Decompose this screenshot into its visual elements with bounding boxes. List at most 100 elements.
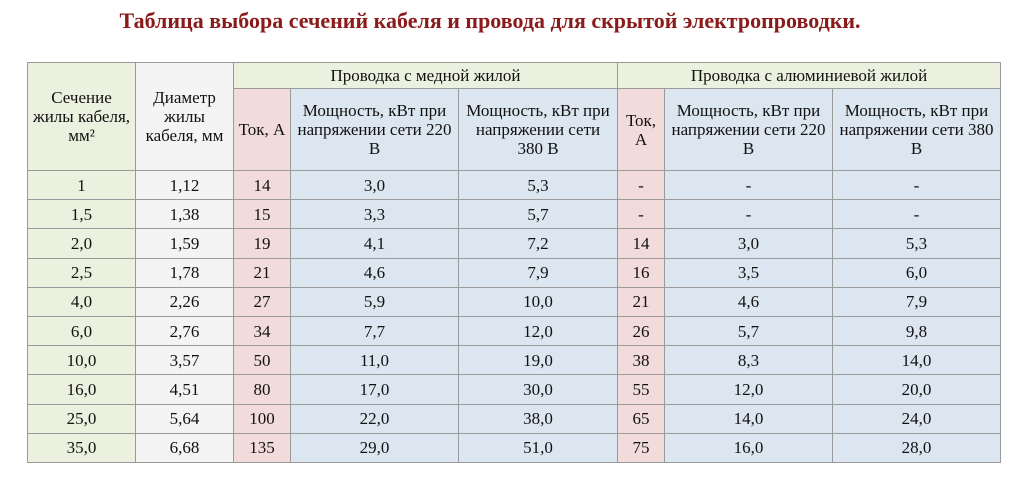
- table-cell: 3,57: [135, 345, 234, 376]
- column-header: Диаметр жилы кабеля, мм: [135, 62, 234, 171]
- table-cell: 4,51: [135, 374, 234, 405]
- table-cell: 80: [233, 374, 291, 405]
- data-row: 6,0 2,76 34 7,7 12,0 26 5,7 9,8: [27, 315, 1001, 347]
- table-cell: 65: [617, 403, 665, 434]
- table-cell: 1,78: [135, 257, 234, 288]
- data-row: 2,0 1,59 19 4,1 7,2 14 3,0 5,3: [27, 228, 1001, 259]
- table-cell: -: [664, 199, 833, 230]
- table-cell: 4,6: [664, 286, 833, 317]
- data-row: 4,0 2,26 27 5,9 10,0 21 4,6 7,9: [27, 286, 1001, 317]
- data-row: 1 1,12 14 3,0 5,3- - -: [27, 169, 1001, 201]
- table-cell: 19: [233, 228, 291, 259]
- column-header: Мощность, кВт при напряжении сети 380 В: [832, 88, 1001, 171]
- table-cell: 22,0: [290, 403, 459, 434]
- table-cell: 4,6: [290, 257, 459, 288]
- table-cell: 10,0: [458, 286, 618, 317]
- data-row: 16,0 4,51 80 17,0 30,0 55 12,0 20,0: [27, 374, 1001, 405]
- table-cell: 1,12: [135, 169, 234, 201]
- table-cell: 4,0: [27, 286, 136, 317]
- table-cell: 27: [233, 286, 291, 317]
- table-cell: 2,76: [135, 315, 234, 347]
- table-cell: 6,0: [27, 315, 136, 347]
- table-cell: 25,0: [27, 403, 136, 434]
- table-cell: 1,38: [135, 199, 234, 230]
- page-title: Таблица выбора сечений кабеля и провода …: [119, 8, 861, 33]
- column-header: Мощность, кВт при напряжении сети 380 В: [458, 88, 618, 171]
- table-cell: 5,3: [832, 228, 1001, 259]
- column-header: Сечение жилы кабеля, мм²: [27, 62, 136, 171]
- header-row: Ток, А Мощность, кВт при напряжении сети …: [28, 88, 1001, 171]
- table-cell: 135: [233, 432, 291, 463]
- table-cell: 12,0: [664, 374, 833, 405]
- data-row: 35,0 6,68 135 29,0 51,0 75 16,0 28,0: [27, 432, 1001, 463]
- cable-table: Сечение жилы кабеля, мм² Диаметр жилы каб…: [27, 62, 1001, 463]
- table-cell: 16,0: [27, 374, 136, 405]
- table-cell: -: [617, 169, 665, 201]
- table-cell: 5,3: [458, 169, 618, 201]
- table-cell: 7,7: [290, 315, 459, 347]
- table-cell: 1: [27, 169, 136, 201]
- table-cell: -: [664, 169, 833, 201]
- table-cell: 14,0: [664, 403, 833, 434]
- table-cell: 2,26: [135, 286, 234, 317]
- table-cell: 100: [233, 403, 291, 434]
- table-cell: 7,9: [832, 286, 1001, 317]
- table-cell: 30,0: [458, 374, 618, 405]
- table-cell: 4,1: [290, 228, 459, 259]
- table-cell: 21: [617, 286, 665, 317]
- data-row: 25,0 5,64 100 22,0 38,0 65 14,0 24,0: [27, 403, 1001, 434]
- table-cell: 5,7: [664, 315, 833, 347]
- table-cell: 1,5: [27, 199, 136, 230]
- table-cell: 55: [617, 374, 665, 405]
- table-cell: 2,5: [27, 257, 136, 288]
- table-cell: -: [832, 199, 1001, 230]
- table-cell: 16: [617, 257, 665, 288]
- table-cell: 3,5: [664, 257, 833, 288]
- table-cell: 34: [233, 315, 291, 347]
- table-cell: 14: [617, 228, 665, 259]
- column-header: Мощность, кВт при напряжении сети 220 В: [664, 88, 833, 171]
- data-row: 10,0 3,57 50 11,0 19,0 38 8,3 14,0: [27, 345, 1001, 376]
- table-cell: 7,9: [458, 257, 618, 288]
- table-cell: 5,9: [290, 286, 459, 317]
- table-cell: 15: [233, 199, 291, 230]
- table-cell: 3,3: [290, 199, 459, 230]
- table-cell: 5,7: [458, 199, 618, 230]
- table-cell: 17,0: [290, 374, 459, 405]
- table-cell: 35,0: [27, 432, 136, 463]
- table-cell: 19,0: [458, 345, 618, 376]
- table-cell: 50: [233, 345, 291, 376]
- data-row: 2,5 1,78 21 4,6 7,9 16 3,5 6,0: [27, 257, 1001, 288]
- column-header: Мощность, кВт при напряжении сети 220 В: [290, 88, 459, 171]
- table-cell: 12,0: [458, 315, 618, 347]
- table-cell: 14: [233, 169, 291, 201]
- table-cell: 38,0: [458, 403, 618, 434]
- table-cell: 5,64: [135, 403, 234, 434]
- table-cell: 7,2: [458, 228, 618, 259]
- table-cell: 14,0: [832, 345, 1001, 376]
- group-header: Проводка с медной жилой: [233, 62, 618, 89]
- table-cell: 51,0: [458, 432, 618, 463]
- table-cell: 3,0: [290, 169, 459, 201]
- table-cell: 26: [617, 315, 665, 347]
- table-cell: 28,0: [832, 432, 1001, 463]
- table-cell: 16,0: [664, 432, 833, 463]
- group-header: Проводка с алюминиевой жилой: [617, 62, 1001, 89]
- table-cell: 2,0: [27, 228, 136, 259]
- table-cell: 29,0: [290, 432, 459, 463]
- table-cell: 1,59: [135, 228, 234, 259]
- table-cell: 75: [617, 432, 665, 463]
- table-cell: 9,8: [832, 315, 1001, 347]
- table-cell: 6,0: [832, 257, 1001, 288]
- table-cell: 11,0: [290, 345, 459, 376]
- table-cell: -: [832, 169, 1001, 201]
- table-cell: 21: [233, 257, 291, 288]
- table-cell: 38: [617, 345, 665, 376]
- header-row: Сечение жилы кабеля, мм² Диаметр жилы каб…: [27, 62, 1001, 171]
- table-cell: 10,0: [27, 345, 136, 376]
- table-cell: 24,0: [832, 403, 1001, 434]
- column-header: Ток, А: [617, 88, 665, 171]
- table-cell: 3,0: [664, 228, 833, 259]
- table-cell: 20,0: [832, 374, 1001, 405]
